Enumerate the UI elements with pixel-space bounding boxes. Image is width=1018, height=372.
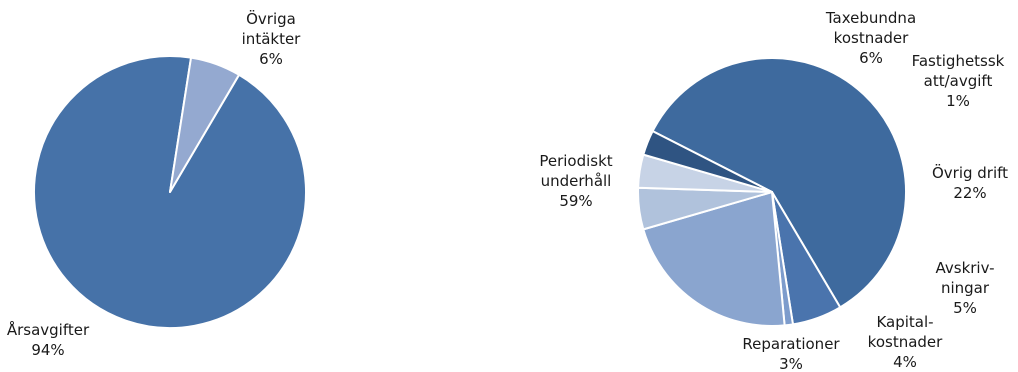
slice-percent: 4% xyxy=(893,353,917,371)
slice-label-line: kostnader xyxy=(868,333,943,351)
slice-label-line: Reparationer xyxy=(742,335,840,353)
slice-percent: 6% xyxy=(859,49,883,67)
slice-label-kapital-kostnader: Kapital-kostnader 4% xyxy=(868,313,943,371)
slice-label-line: Periodiskt xyxy=(539,152,612,170)
slice-percent: 59% xyxy=(559,192,592,210)
slice-percent: 3% xyxy=(779,355,803,372)
slice-label-line: ningar xyxy=(941,279,990,297)
slice-percent: 94% xyxy=(31,341,64,359)
slice-percent: 1% xyxy=(946,92,970,110)
slice-label-arsavgifter: Årsavgifter 94% xyxy=(7,320,90,359)
slice-label-line: Årsavgifter xyxy=(7,320,90,339)
pie-slice-ovrig-drift xyxy=(642,191,786,327)
slice-label-line: Övriga xyxy=(246,9,296,28)
slice-label-line: Taxebundna xyxy=(825,9,916,27)
slice-percent: 5% xyxy=(953,299,977,317)
slice-label-line: att/avgift xyxy=(924,72,993,90)
pie-slice-reparationer xyxy=(642,130,773,193)
slice-label-ovrig-drift: Övrig drift 22% xyxy=(932,163,1008,202)
slice-percent: 22% xyxy=(953,184,986,202)
slice-label-line: Fastighetssk xyxy=(912,52,1005,70)
slice-label-line: Kapital- xyxy=(876,313,933,331)
slice-label-fastighetssk-att-avgift: Fastighetssk att/avgift 1% xyxy=(912,52,1005,110)
slice-label-line: Övrig drift xyxy=(932,163,1008,182)
slice-label-line: Avskriv- xyxy=(936,259,995,277)
slice-label-line: kostnader xyxy=(834,29,909,47)
slice-label-reparationer: Reparationer 3% xyxy=(742,335,840,372)
slice-label-ovriga-intakter: Övriga intäkter 6% xyxy=(242,9,302,68)
slice-label-taxebundna-kostnader: Taxebundna kostnader 6% xyxy=(825,9,916,67)
slice-label-line: underhåll xyxy=(541,172,612,190)
slice-label-avskriv-ningar: Avskriv-ningar 5% xyxy=(936,259,995,317)
pie-chart-1: Årsavgifter 94% Övriga intäkter 6% xyxy=(7,9,307,359)
pie-slice-periodiskt-underhall xyxy=(651,57,907,309)
pie-chart-2: Periodiskt underhåll 59% Taxebundna kostnade… xyxy=(539,9,1008,372)
pie-slice-ovriga-intakter xyxy=(169,56,241,193)
slice-percent: 6% xyxy=(259,50,283,68)
slice-label-line: intäkter xyxy=(242,30,302,48)
slice-label-periodiskt-underhall: Periodiskt underhåll 59% xyxy=(539,152,612,210)
